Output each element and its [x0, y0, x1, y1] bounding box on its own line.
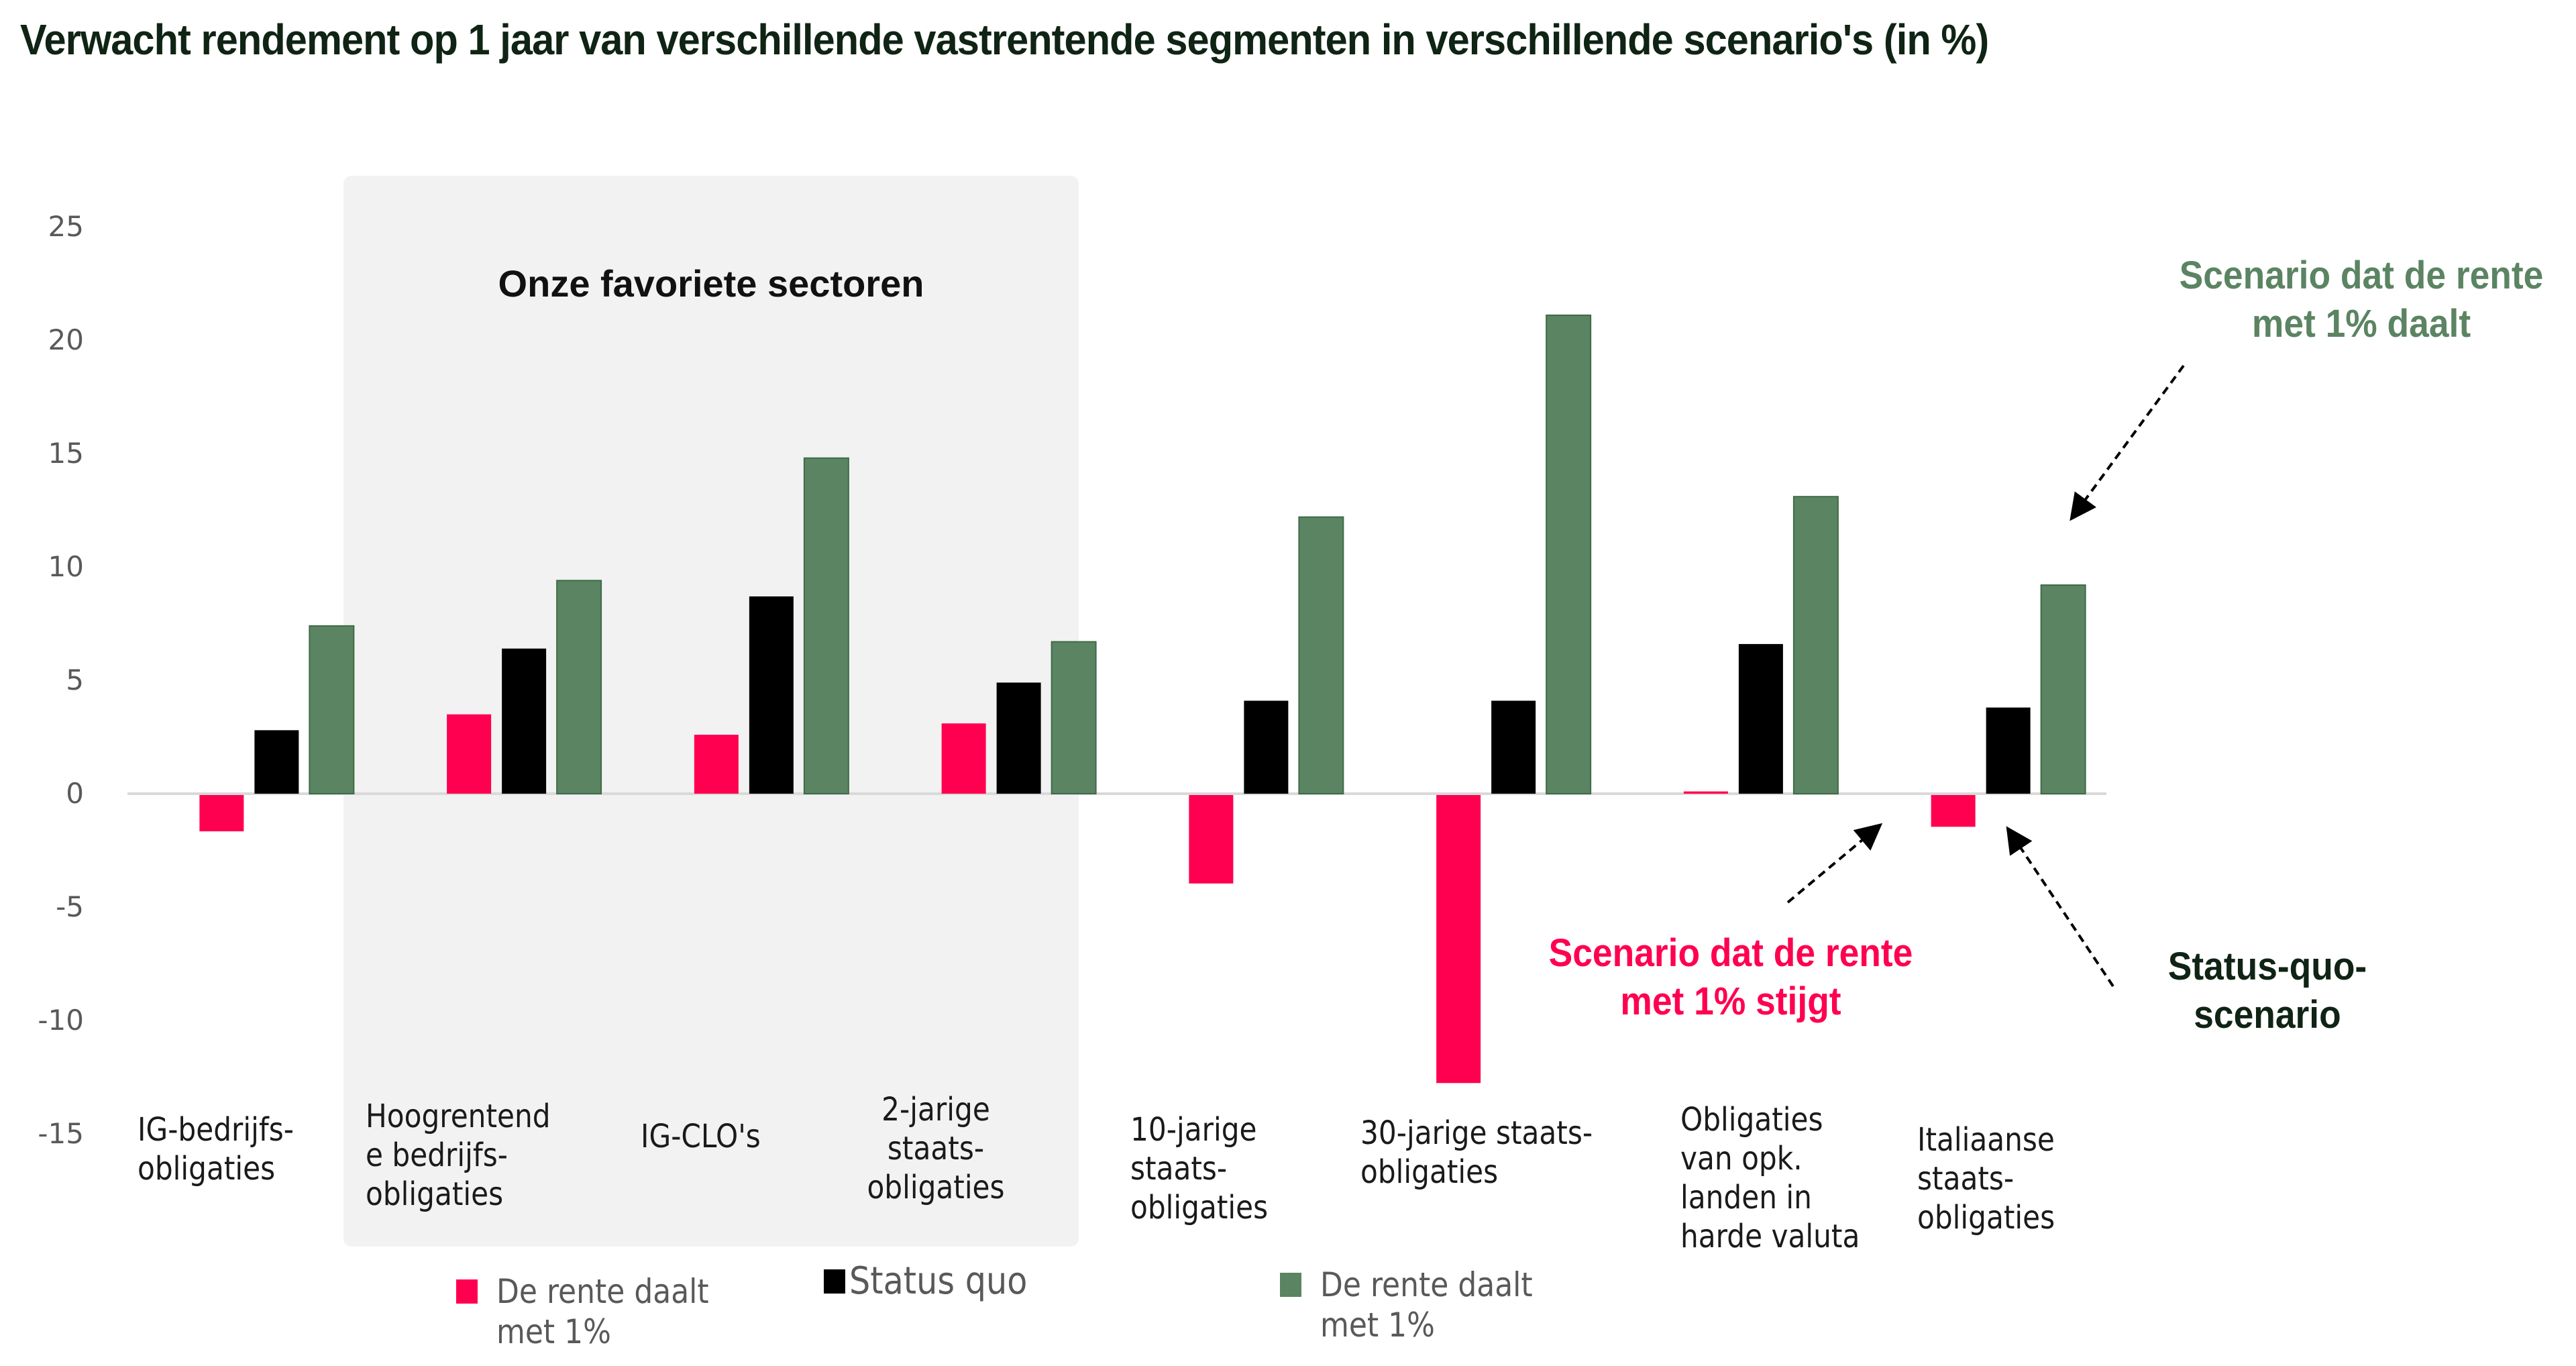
- bar-rate-fall: [1792, 496, 1839, 794]
- category-label: IG-bedrijfs-obligaties: [138, 1110, 294, 1188]
- category-label: 10-jarige staats-obligaties: [1130, 1110, 1268, 1227]
- category-label-line: staats-: [1917, 1160, 2015, 1198]
- bar-status-quo: [1491, 700, 1536, 794]
- highlight-panel: [343, 176, 1079, 1247]
- bars: [199, 314, 2086, 1084]
- category-label-line: IG-CLO's: [641, 1118, 761, 1155]
- legend-swatch: [1280, 1273, 1301, 1297]
- category-label-line: 2-jarige: [881, 1091, 990, 1128]
- category-label-line: IG-bedrijfs-: [138, 1111, 294, 1149]
- category-label-line: Italiaanse: [1917, 1121, 2055, 1159]
- y-tick-label: 0: [66, 777, 84, 810]
- legend-swatch: [824, 1269, 845, 1294]
- bar-status-quo: [1738, 643, 1783, 794]
- category-label-line: obligaties: [1360, 1153, 1499, 1191]
- bar-rate-fall: [556, 580, 602, 795]
- y-tick-label: -5: [56, 890, 84, 923]
- bar-rate-rise: [941, 723, 986, 794]
- bar-status-quo: [254, 730, 299, 794]
- bar-status-quo: [749, 596, 794, 794]
- legend-label-line: met 1%: [1320, 1306, 1435, 1345]
- y-tick-label: 10: [48, 550, 84, 583]
- y-tick-label: -10: [38, 1004, 84, 1037]
- bar-rate-rise: [199, 795, 244, 832]
- bar-status-quo: [502, 648, 547, 794]
- category-label: 30-jarige staats-obligaties: [1360, 1114, 1593, 1192]
- annotation-line: met 1% stijgt: [1620, 980, 1841, 1023]
- legend-swatch: [456, 1279, 478, 1304]
- annotation-line: Status-quo-: [2167, 945, 2367, 988]
- category-label-line: harde valuta: [1680, 1218, 1860, 1255]
- legend-label-line: met 1%: [496, 1312, 611, 1351]
- bar-rate-fall: [1051, 641, 1097, 794]
- y-tick-label: -15: [38, 1117, 84, 1150]
- category-label-line: obligaties: [366, 1175, 504, 1213]
- bar-rate-rise: [694, 735, 739, 794]
- category-label-line: Hoogrentend: [366, 1098, 551, 1135]
- bar-status-quo: [1986, 707, 2031, 794]
- legend-label: Status quo: [849, 1261, 1027, 1302]
- arrow-rate-rises: [1786, 823, 1883, 904]
- legend-label: De rente daalt met 1%: [1320, 1265, 1533, 1345]
- highlight-label: Onze favoriete sectoren: [498, 262, 924, 305]
- category-label-line: van opk.: [1680, 1140, 1803, 1177]
- y-tick-label: 20: [48, 323, 84, 356]
- bar-rate-rise: [1436, 795, 1481, 1084]
- category-label-line: obligaties: [138, 1150, 276, 1188]
- legend-label-line: Status quo: [849, 1259, 1028, 1303]
- category-label: Italiaanse staats-obligaties: [1917, 1120, 2055, 1237]
- category-label-line: obligaties: [1917, 1199, 2055, 1237]
- bar-rate-fall: [1546, 314, 1592, 794]
- category-label: Obligaties van opk. landen in harde valuta: [1680, 1100, 1860, 1256]
- category-label-line: landen in: [1680, 1179, 1812, 1216]
- category-label-line: 30-jarige staats-: [1360, 1114, 1593, 1152]
- legend-label: De rente daalt met 1%: [496, 1271, 709, 1352]
- legend-label-line: De rente daalt: [496, 1272, 709, 1311]
- category-label: Hoogrentend e bedrijfs-obligaties: [366, 1097, 551, 1214]
- category-label-line: e bedrijfs-: [366, 1137, 508, 1174]
- annotation-rate-rises: Scenario dat de rente met 1% stijgt: [1515, 929, 1947, 1026]
- bar-rate-fall: [309, 625, 355, 794]
- legend-item-rate-rise: De rente daalt met 1%: [456, 1271, 738, 1352]
- bar-rate-rise: [1189, 795, 1234, 884]
- bar-rate-fall: [1298, 516, 1344, 794]
- category-label-line: 10-jarige: [1130, 1111, 1257, 1149]
- y-tick-label: 5: [66, 664, 84, 696]
- bar-rate-rise: [1683, 791, 1728, 794]
- y-tick-label: 25: [48, 210, 84, 243]
- category-label-line: obligaties: [867, 1169, 1005, 1206]
- legend-item-status-quo: Status quo: [824, 1261, 1052, 1302]
- bar-rate-fall: [2040, 584, 2086, 794]
- y-tick-label: 15: [48, 437, 84, 470]
- annotation-line: scenario: [2194, 993, 2341, 1037]
- category-label: IG-CLO's: [641, 1117, 761, 1156]
- bar-rate-rise: [1931, 795, 1976, 827]
- chart-title: Verwacht rendement op 1 jaar van verschi…: [20, 15, 1989, 64]
- category-label-line: staats-: [887, 1130, 985, 1167]
- annotation-line: Scenario dat de rente: [2179, 254, 2544, 297]
- legend-item-rate-fall: De rente daalt met 1%: [1280, 1265, 1562, 1345]
- bar-status-quo: [996, 682, 1041, 794]
- annotation-status-quo: Status-quo- scenario: [2138, 943, 2397, 1039]
- bar-status-quo: [1244, 700, 1289, 794]
- category-label: 2-jarige staats-obligaties: [865, 1090, 1006, 1207]
- annotation-line: met 1% daalt: [2251, 302, 2471, 346]
- annotation-arrows: [1786, 364, 2185, 988]
- annotation-line: Scenario dat de rente: [1548, 931, 1913, 975]
- bar-rate-fall: [803, 457, 849, 794]
- y-axis: 25 20 15 10 5 0 -5 -10 -15: [38, 210, 84, 1150]
- arrow-status-quo: [2006, 826, 2114, 988]
- category-label-line: Obligaties: [1680, 1101, 1823, 1139]
- legend-label-line: De rente daalt: [1320, 1265, 1533, 1304]
- bar-rate-rise: [447, 714, 492, 794]
- category-label-line: obligaties: [1130, 1189, 1269, 1226]
- category-label-line: staats-: [1130, 1150, 1228, 1188]
- arrow-rate-falls: [2070, 364, 2185, 521]
- annotation-rate-falls: Scenario dat de rente met 1% daalt: [2145, 252, 2576, 348]
